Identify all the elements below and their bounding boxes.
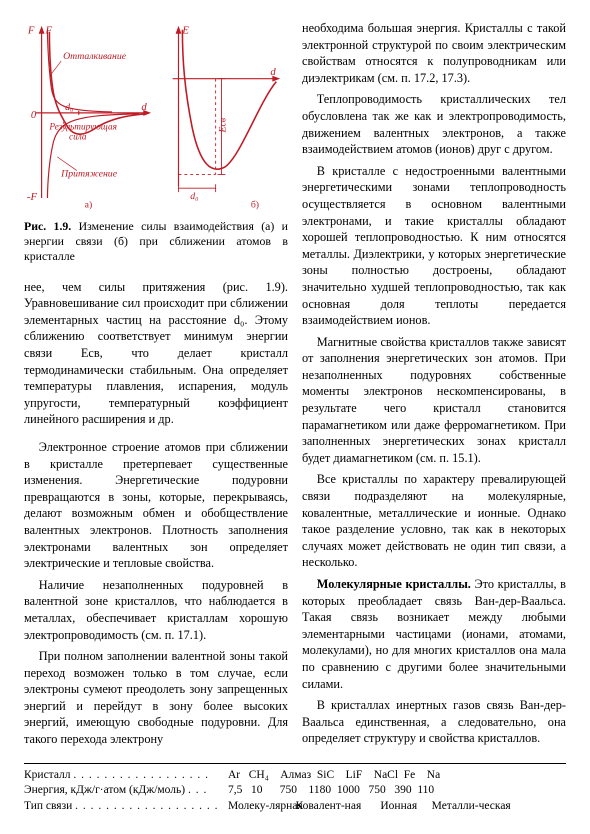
left-p3: Наличие незаполненных подуровней в вален… (24, 577, 288, 643)
axis-F-top: F (27, 25, 35, 37)
tbl-r1-vals: Ar CH₄ Алмаз SiC LiF NaCl Fe Na (224, 768, 440, 784)
right-p3: В кристалле с недостроенными валентными … (302, 163, 566, 329)
d0-left: d₀ (65, 102, 73, 113)
right-p6: Молекулярные кристаллы. Это кристаллы, в… (302, 576, 566, 692)
right-column: необходима большая энергия. Кристаллы с … (302, 20, 566, 753)
axis-F-bottom: -F (27, 191, 38, 203)
origin-0: 0 (31, 109, 37, 121)
bottom-table: Кристалл . . . . . . . . . . . . . . . .… (24, 763, 566, 815)
left-p1: нее, чем силы притяжения (рис. 1.9). Ура… (24, 279, 288, 428)
axis-d-left: d (141, 101, 147, 113)
left-column: F F d 0 -F d₀ Отталкивание Результирующа… (24, 20, 288, 753)
right-p4: Магнитные свойства кристаллов также зави… (302, 334, 566, 467)
axis-E: E (181, 25, 189, 37)
figure-1-9: F F d 0 -F d₀ Отталкивание Результирующа… (24, 20, 288, 265)
tbl-r3-label: Тип связи . . . . . . . . . . . . . . . … (24, 799, 224, 815)
p6-lead: Молекулярные кристаллы. (317, 577, 471, 591)
left-p2: Электронное строение атомов при сближени… (24, 439, 288, 572)
right-p7: В кристаллах инертных газов связь Ван-де… (302, 697, 566, 747)
tbl-r3-vals: Молеку-лярная Ковалент-ная Ионная Металл… (224, 799, 492, 815)
figure-svg: F F d 0 -F d₀ Отталкивание Результирующа… (24, 20, 288, 211)
label-result-2: сила (69, 132, 87, 142)
caption-bold: Рис. 1.9. (24, 219, 71, 233)
label-result-1: Результирующая (48, 123, 117, 133)
subfig-a: a) (85, 200, 93, 211)
tbl-r2-vals: 7,5 10 750 1180 1000 750 390 110 (224, 783, 434, 799)
subfig-b: б) (251, 200, 259, 211)
d0-right: d₀ (190, 191, 198, 202)
p6-body: Это кристаллы, в которых преобладает свя… (302, 577, 566, 691)
label-repulsion: Отталкивание (63, 51, 127, 62)
e-sv: Eсв (217, 117, 228, 133)
right-p5: Все кристаллы по характеру превалирующей… (302, 471, 566, 571)
label-attraction: Притяжение (60, 168, 118, 179)
right-p2: Теплопроводимость кристаллических тел об… (302, 91, 566, 157)
tbl-r1-label: Кристалл . . . . . . . . . . . . . . . .… (24, 768, 224, 784)
figure-caption: Рис. 1.9. Изменение силы взаимодействия … (24, 219, 288, 265)
right-p1: необходима большая энергия. Кристаллы с … (302, 20, 566, 86)
axis-d-right: d (270, 66, 276, 78)
tbl-r2-label: Энергия, кДж/г·атом (кДж/моль) . . . (24, 783, 224, 799)
left-p4: При полном заполнении валентной зоны так… (24, 648, 288, 748)
axis-F-inner: F (45, 25, 53, 37)
